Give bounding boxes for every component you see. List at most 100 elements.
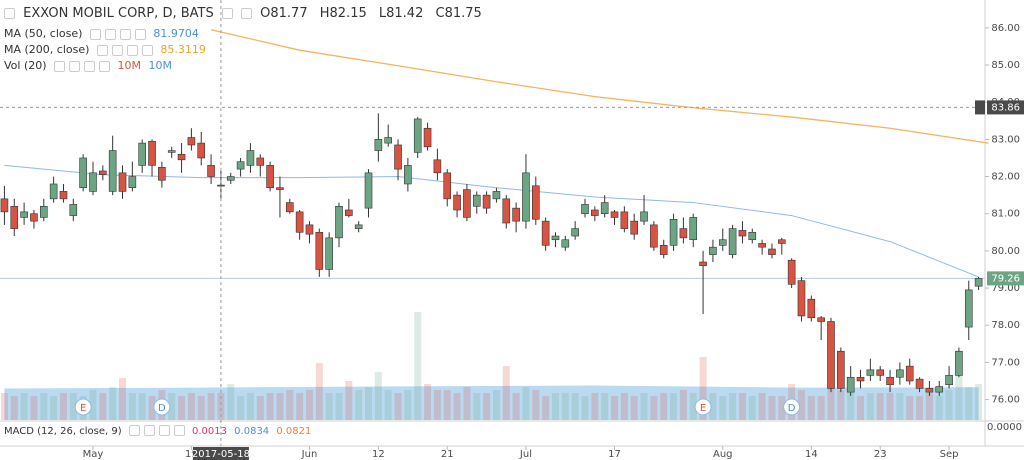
candle-body	[955, 350, 963, 376]
indicator-name[interactable]: MA (50, close)	[4, 27, 83, 40]
indicator-name[interactable]: Vol (20)	[4, 59, 47, 72]
settings-icon[interactable]	[221, 8, 233, 19]
volume-bar	[394, 393, 402, 420]
volume-bar	[699, 357, 707, 420]
volume-bar	[492, 390, 500, 420]
volume-bar	[10, 396, 18, 420]
icon[interactable]	[89, 28, 101, 40]
volume-bar	[955, 369, 963, 420]
candle-body	[679, 228, 688, 239]
indicator-name[interactable]: MA (200, close)	[4, 43, 90, 56]
x-tick-label: 21	[441, 449, 454, 460]
icon[interactable]	[158, 425, 170, 436]
volume-bar	[40, 393, 48, 420]
icon[interactable]	[54, 60, 66, 72]
candle-body	[413, 118, 422, 153]
icon[interactable]	[111, 44, 123, 56]
volume-bar	[59, 393, 67, 420]
volume-bar	[187, 393, 195, 420]
volume-bar	[758, 393, 766, 420]
ohlc-label: L	[378, 6, 387, 21]
icon[interactable]	[96, 44, 108, 56]
volume-bar	[276, 393, 284, 420]
candle-body	[384, 137, 392, 144]
indicator-value: 81.9704	[153, 27, 199, 40]
event-marker[interactable]: E	[694, 398, 712, 416]
settings-icon[interactable]	[241, 8, 252, 19]
ma-line	[4, 164, 979, 278]
volume-bar	[335, 393, 343, 420]
candle-body	[846, 376, 855, 393]
volume-bar	[837, 390, 845, 420]
volume-bar	[404, 390, 412, 420]
candle-body	[964, 289, 973, 328]
candle-body	[118, 172, 127, 192]
candle-body	[935, 386, 944, 393]
volume-bar	[0, 393, 8, 420]
icon[interactable]	[141, 44, 153, 56]
candle-body	[295, 211, 304, 233]
icon[interactable]	[134, 28, 146, 40]
volume-bar	[640, 393, 648, 420]
icon[interactable]	[84, 60, 96, 72]
candle-body	[915, 378, 924, 389]
event-label: D	[158, 403, 166, 414]
ohlc-label: H	[319, 6, 330, 21]
candle-body	[325, 237, 333, 270]
icon[interactable]	[119, 28, 131, 40]
volume-bar	[325, 393, 333, 420]
volume-bar	[69, 393, 77, 420]
event-marker[interactable]: E	[74, 398, 92, 416]
candle-body	[541, 220, 550, 246]
icon[interactable]	[143, 425, 155, 436]
candle-body	[896, 369, 904, 378]
candle-body	[79, 157, 87, 188]
icon[interactable]	[173, 425, 185, 436]
icon[interactable]	[104, 28, 116, 40]
candle-body	[797, 280, 806, 317]
candle-body	[591, 209, 599, 216]
candle-body	[905, 365, 914, 382]
volume-bar	[30, 396, 38, 420]
volume-bar	[827, 387, 835, 420]
volume-bar	[483, 393, 491, 420]
x-tick-label: Jun	[301, 449, 318, 460]
volume-bar	[197, 396, 205, 420]
candle-body	[364, 172, 373, 209]
candle-body	[778, 239, 786, 244]
collapse-icon[interactable]	[4, 8, 15, 19]
ohlc-value: 82.15	[329, 6, 367, 21]
y-tick-label: 79.00	[991, 283, 1020, 294]
volume-bar	[738, 393, 746, 420]
x-tick-label: May	[83, 449, 104, 460]
icon[interactable]	[69, 60, 81, 72]
candle-body	[207, 165, 215, 177]
volume-bar	[935, 396, 943, 420]
icon[interactable]	[126, 44, 138, 56]
icon[interactable]	[99, 60, 111, 72]
event-marker[interactable]: D	[783, 398, 801, 416]
candle-body	[138, 142, 146, 166]
volume-bar	[561, 393, 569, 420]
ohlc-label: O	[260, 6, 271, 21]
volume-bar	[138, 393, 146, 420]
volume-bar	[876, 393, 884, 420]
event-marker[interactable]: D	[153, 398, 171, 416]
candle-body	[443, 172, 452, 200]
volume-bar	[650, 396, 658, 420]
volume-bar	[748, 396, 756, 420]
candle-body	[571, 228, 579, 237]
candle-body	[837, 350, 845, 389]
candle-body	[49, 183, 58, 200]
candle-body	[876, 369, 885, 376]
candle-body	[197, 142, 206, 159]
icon[interactable]	[128, 425, 140, 436]
volume-bar	[20, 393, 28, 420]
candle-body	[226, 176, 235, 181]
macd-value: 0.0834	[234, 425, 270, 437]
candle-body	[108, 150, 117, 192]
price-axis-bg	[985, 0, 1024, 460]
x-tick-label: 12	[372, 449, 385, 460]
indicator-name[interactable]: MACD (12, 26, close, 9)	[4, 425, 122, 437]
volume-bar	[237, 396, 245, 420]
